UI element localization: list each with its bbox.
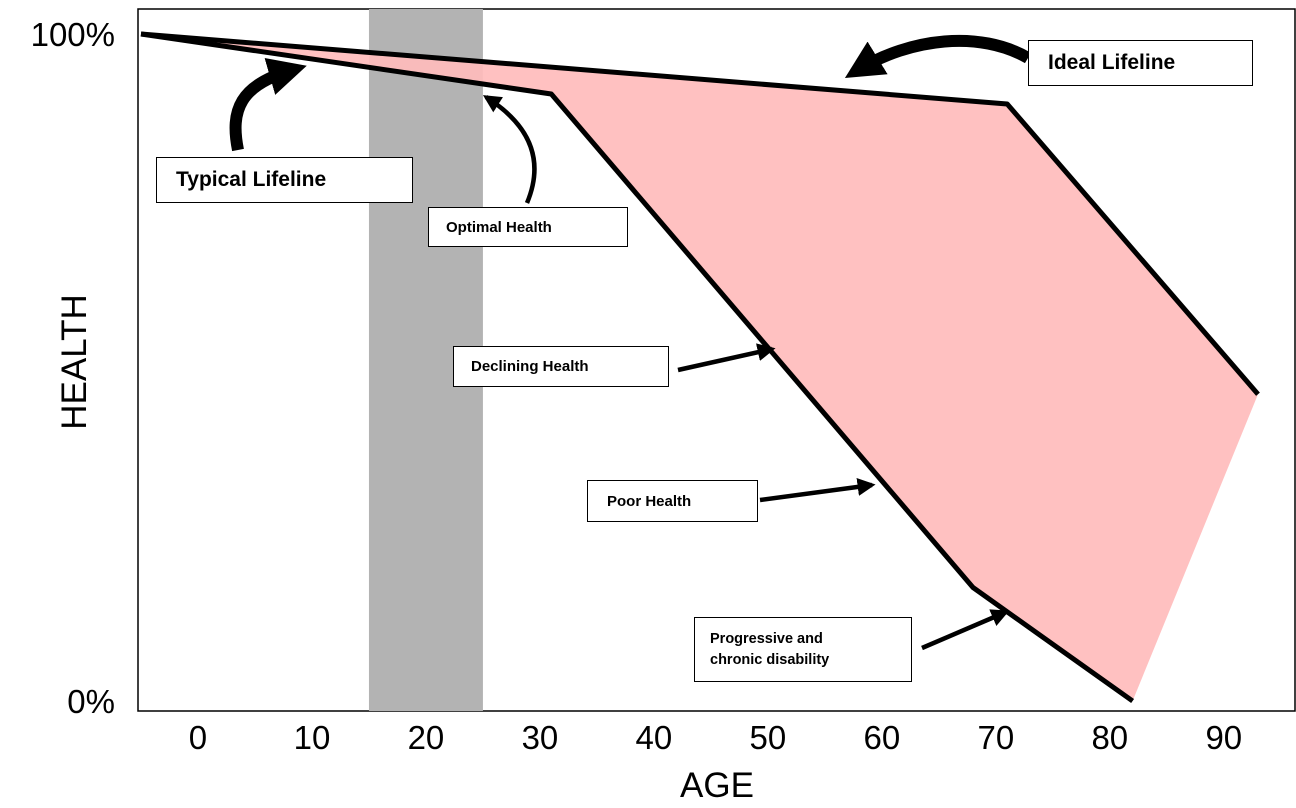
- label-ideal-lifeline: Ideal Lifeline: [1028, 40, 1253, 86]
- x-tick-label: 10: [294, 719, 331, 756]
- label-declining-health: Declining Health: [453, 346, 669, 387]
- x-tick-label: 70: [977, 719, 1014, 756]
- label-poor-health: Poor Health: [587, 480, 758, 522]
- y-axis-title: HEALTH: [55, 294, 94, 430]
- label-progressive-line1: Progressive and: [710, 629, 823, 650]
- x-axis-title: AGE: [680, 766, 754, 805]
- x-tick-label: 40: [636, 719, 673, 756]
- y-tick-label: 100%: [31, 16, 115, 53]
- label-progressive-line2: chronic disability: [710, 650, 829, 671]
- label-optimal-health: Optimal Health: [428, 207, 628, 247]
- label-typical-lifeline: Typical Lifeline: [156, 157, 413, 203]
- x-tick-label: 60: [864, 719, 901, 756]
- x-tick-label: 20: [408, 719, 445, 756]
- label-progressive-disability: Progressive and chronic disability: [694, 617, 912, 682]
- x-tick-label: 80: [1091, 719, 1128, 756]
- x-tick-label: 50: [750, 719, 787, 756]
- x-tick-label: 30: [522, 719, 559, 756]
- y-tick-label: 0%: [67, 683, 115, 720]
- x-tick-label: 0: [189, 719, 207, 756]
- x-tick-label: 90: [1205, 719, 1242, 756]
